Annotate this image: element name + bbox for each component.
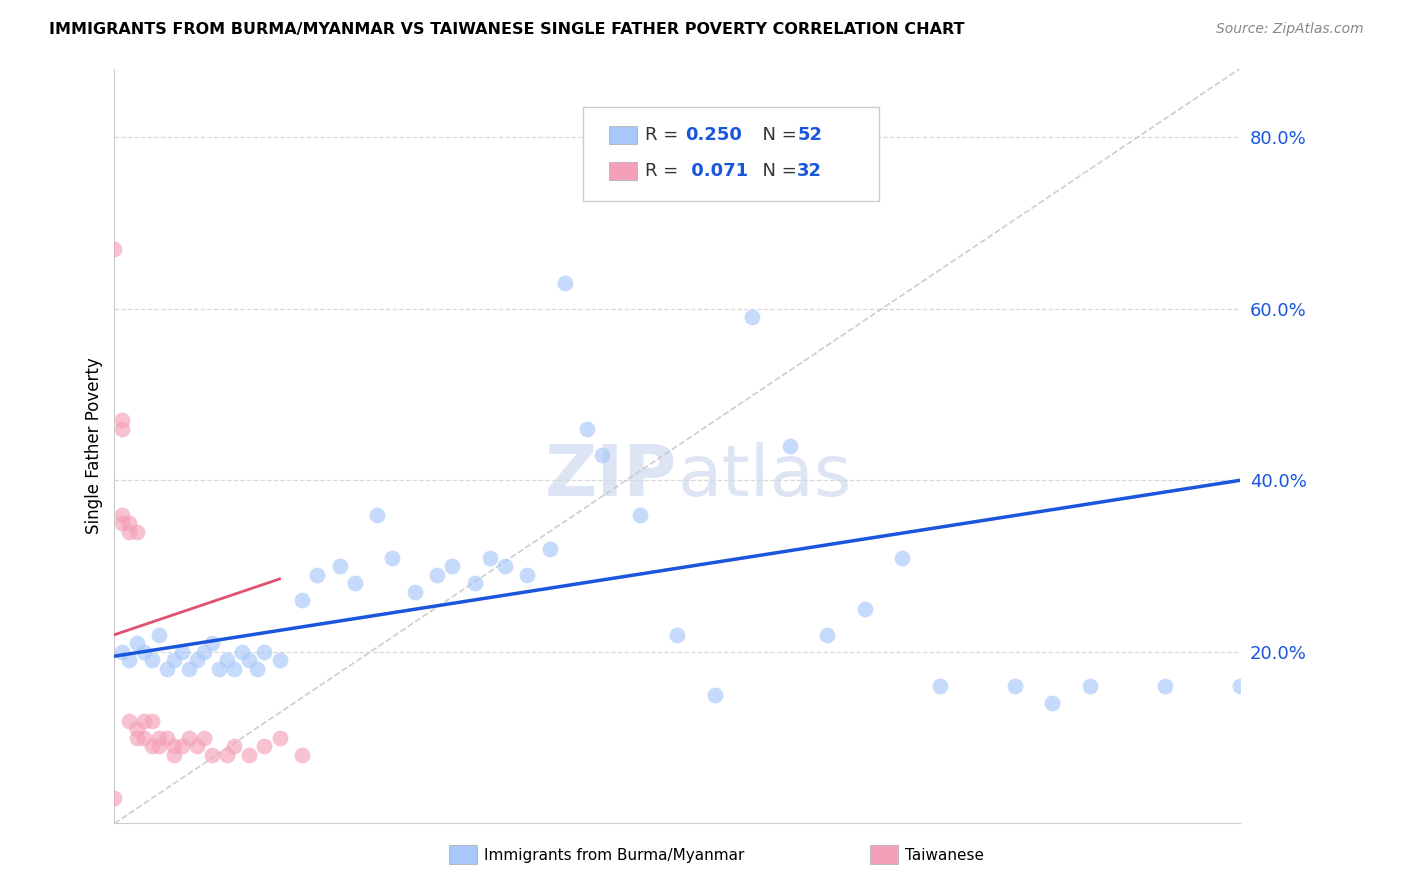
Point [163,739,186,754]
Point [111,645,134,659]
Point [103,242,125,256]
Point [215,747,238,762]
Point [269,653,291,667]
Point [441,559,464,574]
Text: ZIP: ZIP [546,442,678,511]
Point [193,645,215,659]
Point [426,567,449,582]
Text: R =: R = [645,162,685,180]
Point [464,576,486,591]
Text: Source: ZipAtlas.com: Source: ZipAtlas.com [1216,22,1364,37]
Text: 52: 52 [797,126,823,144]
Point [103,790,125,805]
Point [156,662,179,676]
Point [193,731,215,745]
Y-axis label: Single Father Poverty: Single Father Poverty [86,358,103,534]
Point [1154,679,1177,693]
Point [141,739,163,754]
Point [291,593,314,607]
Text: IMMIGRANTS FROM BURMA/MYANMAR VS TAIWANESE SINGLE FATHER POVERTY CORRELATION CHA: IMMIGRANTS FROM BURMA/MYANMAR VS TAIWANE… [49,22,965,37]
Point [118,653,141,667]
Point [148,739,170,754]
Point [170,739,193,754]
Point [156,731,179,745]
Point [366,508,388,522]
Point [231,645,253,659]
Point [170,645,193,659]
Point [494,559,516,574]
Text: N =: N = [751,162,803,180]
Point [186,653,208,667]
Point [404,585,426,599]
Point [253,645,276,659]
Point [703,688,725,702]
Point [591,448,613,462]
Point [111,516,134,531]
Point [1078,679,1101,693]
Point [478,550,501,565]
Point [141,714,163,728]
Point [215,653,238,667]
Point [891,550,914,565]
Point [125,731,148,745]
Point [628,508,651,522]
Text: 32: 32 [797,162,823,180]
Point [1004,679,1026,693]
Point [118,714,141,728]
Text: N =: N = [751,126,803,144]
Text: Taiwanese: Taiwanese [905,848,984,863]
Point [238,653,260,667]
Point [381,550,404,565]
Point [666,628,689,642]
Point [538,541,561,556]
Point [179,731,201,745]
Point [163,653,186,667]
Point [269,731,291,745]
Point [111,422,134,436]
Point [554,276,576,290]
Point [741,310,763,325]
Point [118,524,141,539]
Point [208,662,231,676]
Point [134,645,156,659]
Point [1042,697,1064,711]
Point [779,439,801,453]
Point [163,747,186,762]
Point [148,628,170,642]
Point [328,559,350,574]
Point [576,422,599,436]
Point [343,576,366,591]
Text: R =: R = [645,126,685,144]
Point [186,739,208,754]
Point [253,739,276,754]
Text: Immigrants from Burma/Myanmar: Immigrants from Burma/Myanmar [484,848,744,863]
Point [291,747,314,762]
Point [148,731,170,745]
Point [201,747,224,762]
Point [238,747,260,762]
Point [246,662,269,676]
Point [141,653,163,667]
Point [134,714,156,728]
Point [1229,679,1251,693]
Point [815,628,838,642]
Point [111,508,134,522]
Point [516,567,538,582]
Point [111,413,134,427]
Point [201,636,224,650]
Text: 0.250: 0.250 [685,126,741,144]
Point [125,636,148,650]
Point [179,662,201,676]
Point [224,662,246,676]
Point [305,567,328,582]
Point [118,516,141,531]
Point [134,731,156,745]
Point [125,524,148,539]
Point [224,739,246,754]
Text: 0.071: 0.071 [685,162,748,180]
Point [125,722,148,736]
Point [853,602,876,616]
Text: atlas: atlas [678,442,852,511]
Point [928,679,950,693]
